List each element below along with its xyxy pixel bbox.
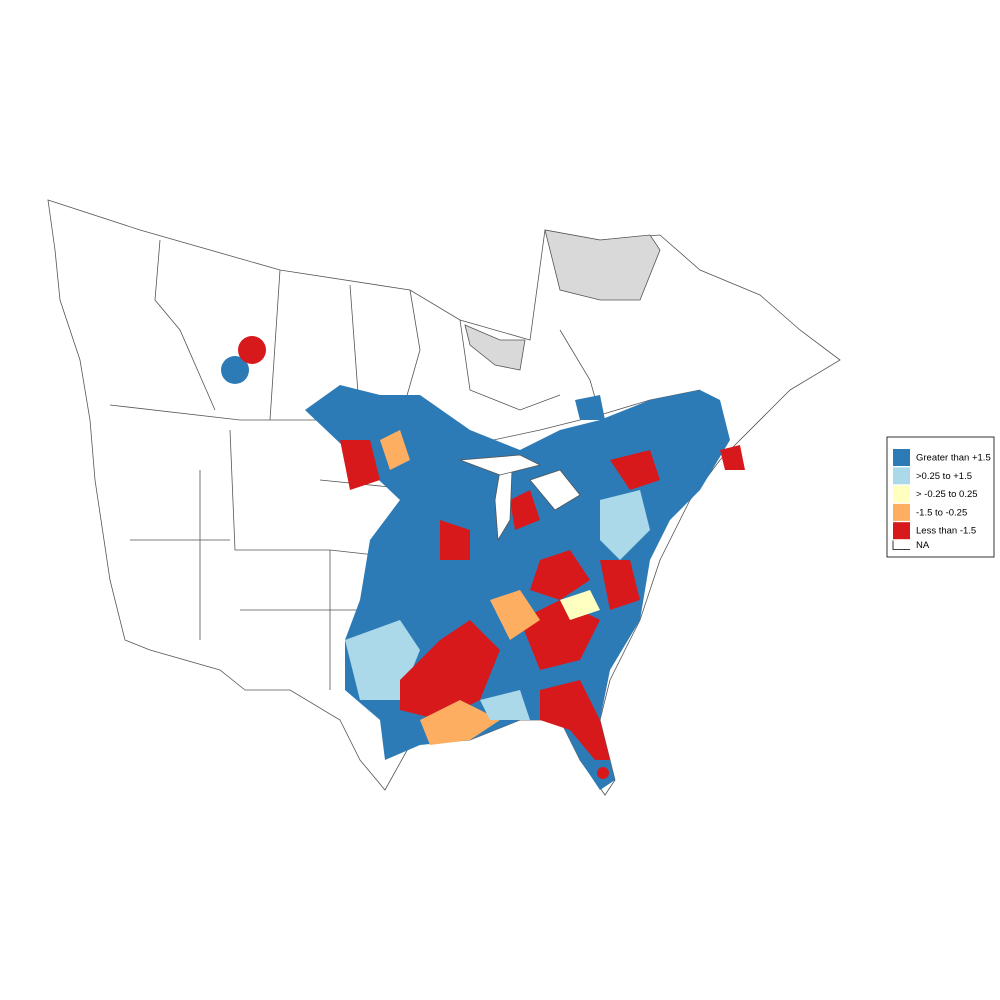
- legend-swatch: [893, 485, 910, 503]
- lake: [459, 454, 542, 476]
- cell: [530, 550, 590, 600]
- legend-swatch: [893, 540, 910, 550]
- cell: [221, 356, 249, 384]
- legend-swatch: [893, 522, 910, 540]
- legend-swatch: [893, 503, 910, 521]
- cell: [420, 700, 500, 745]
- lake: [529, 469, 581, 511]
- cell: [510, 490, 540, 530]
- legend-swatch: [893, 467, 910, 485]
- cell: [400, 620, 500, 720]
- legend-swatch-border: [892, 540, 910, 550]
- cell: [600, 560, 640, 610]
- cell: [597, 767, 609, 779]
- legend-label: > -0.25 to 0.25: [916, 489, 978, 500]
- legend-label: >0.25 to +1.5: [916, 471, 972, 482]
- legend-label: Less than -1.5: [916, 526, 976, 537]
- legend-label: -1.5 to -0.25: [916, 507, 967, 518]
- land-outline: [47, 199, 841, 796]
- cell: [610, 450, 660, 490]
- cell: [575, 395, 605, 420]
- cell: [520, 600, 600, 670]
- cell: [490, 590, 540, 640]
- cell: [440, 520, 470, 560]
- data-cells: [221, 336, 745, 790]
- legend-swatch: [893, 449, 910, 466]
- legend-label: NA: [916, 540, 930, 551]
- cell: [540, 680, 610, 760]
- cell: [560, 590, 600, 620]
- legend-label: Greater than +1.5: [916, 453, 991, 464]
- legend: Greater than +1.5 >0.25 to +1.5 > -0.25 to…: [886, 436, 995, 558]
- cell: [600, 490, 650, 560]
- cell: [380, 430, 410, 470]
- cell: [238, 336, 266, 364]
- cell: [480, 690, 530, 720]
- cell: [340, 440, 380, 490]
- cell: [720, 445, 745, 470]
